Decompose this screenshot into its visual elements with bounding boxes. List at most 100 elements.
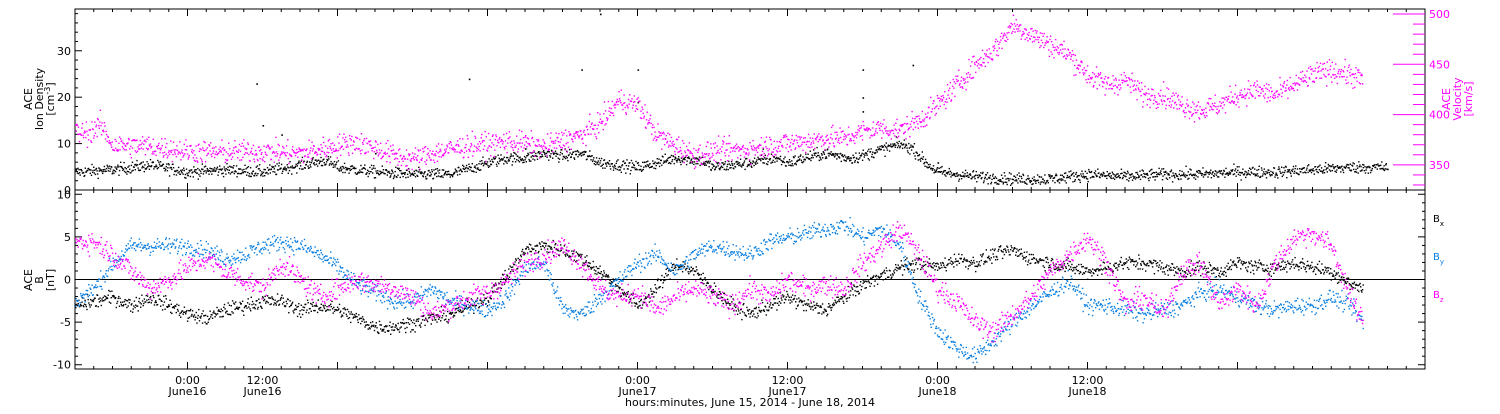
density-point — [658, 162, 659, 163]
velocity-point — [188, 157, 189, 158]
velocity-point — [728, 143, 729, 144]
velocity-point — [904, 123, 905, 124]
density-point — [1318, 166, 1319, 167]
density-point — [1007, 184, 1008, 185]
velocity-point — [1060, 49, 1061, 50]
density-point — [612, 163, 613, 164]
velocity-point — [565, 130, 566, 131]
velocity-point — [1005, 41, 1006, 42]
velocity-point — [1256, 80, 1257, 81]
velocity-point — [1072, 50, 1073, 51]
velocity-point — [638, 97, 639, 98]
density-point — [722, 162, 723, 163]
velocity-point — [1233, 103, 1234, 104]
density-point-spike — [281, 134, 283, 136]
density-point — [1387, 169, 1388, 170]
velocity-point — [654, 138, 655, 139]
velocity-point — [374, 151, 375, 152]
velocity-point — [1275, 97, 1276, 98]
velocity-point — [1015, 25, 1016, 26]
density-point — [896, 142, 897, 143]
density-point — [1085, 171, 1086, 172]
velocity-point — [815, 139, 816, 140]
velocity-point — [307, 154, 308, 155]
density-point — [1003, 182, 1004, 183]
density-point — [999, 179, 1000, 180]
velocity-point — [427, 148, 428, 149]
density-point — [558, 158, 559, 159]
velocity-point — [1199, 106, 1200, 107]
density-point — [1016, 180, 1017, 181]
density-point — [280, 168, 281, 169]
velocity-point — [812, 138, 813, 139]
density-point — [127, 171, 128, 172]
velocity-point — [656, 139, 657, 140]
density-point — [895, 147, 896, 148]
velocity-point — [735, 145, 736, 146]
velocity-point — [1113, 86, 1114, 87]
velocity-point — [626, 114, 627, 115]
velocity-point — [662, 138, 663, 139]
density-point — [1223, 172, 1224, 173]
density-point — [1335, 166, 1336, 167]
density-point — [472, 163, 473, 164]
density-point — [1060, 175, 1061, 176]
velocity-point — [1328, 74, 1329, 75]
density-point — [135, 169, 136, 170]
velocity-point — [277, 153, 278, 154]
density-point — [550, 153, 551, 154]
velocity-point — [793, 141, 794, 142]
velocity-point — [231, 153, 232, 154]
density-point — [118, 175, 119, 176]
velocity-point — [533, 141, 534, 142]
density-point — [1162, 175, 1163, 176]
velocity-point — [512, 144, 513, 145]
density-point — [1375, 167, 1376, 168]
velocity-point — [478, 149, 479, 150]
density-point — [137, 164, 138, 165]
velocity-point — [795, 147, 796, 148]
velocity-point — [1226, 97, 1227, 98]
density-point — [278, 169, 279, 170]
density-point — [909, 147, 910, 148]
velocity-point — [788, 151, 789, 152]
velocity-point — [334, 145, 335, 146]
velocity-point — [1257, 84, 1258, 85]
velocity-point — [681, 157, 682, 158]
density-point — [659, 166, 660, 167]
velocity-point — [153, 139, 154, 140]
velocity-point — [741, 149, 742, 150]
density-point — [676, 161, 677, 162]
velocity-point — [416, 160, 417, 161]
velocity-point — [712, 155, 713, 156]
velocity-point — [1026, 29, 1027, 30]
density-point — [1174, 177, 1175, 178]
density-point — [968, 177, 969, 178]
velocity-point — [761, 137, 762, 138]
velocity-point — [92, 129, 93, 130]
velocity-point — [942, 95, 943, 96]
density-point — [1183, 174, 1184, 175]
density-point — [130, 172, 131, 173]
velocity-point — [534, 156, 535, 157]
density-point — [1195, 179, 1196, 180]
density-point — [211, 174, 212, 175]
density-point — [577, 156, 578, 157]
velocity-point — [568, 147, 569, 148]
velocity-point — [168, 152, 169, 153]
density-point — [1359, 166, 1360, 167]
density-point — [507, 157, 508, 158]
density-point — [1031, 181, 1032, 182]
velocity-point — [721, 146, 722, 147]
density-point — [863, 150, 864, 151]
density-point — [937, 167, 938, 168]
velocity-point — [200, 158, 201, 159]
density-point — [325, 163, 326, 164]
density-point — [1020, 181, 1021, 182]
velocity-point — [782, 146, 783, 147]
density-point — [1370, 172, 1371, 173]
density-point — [1214, 176, 1215, 177]
velocity-point — [1156, 102, 1157, 103]
velocity-point — [1190, 107, 1191, 108]
velocity-point — [924, 118, 925, 119]
